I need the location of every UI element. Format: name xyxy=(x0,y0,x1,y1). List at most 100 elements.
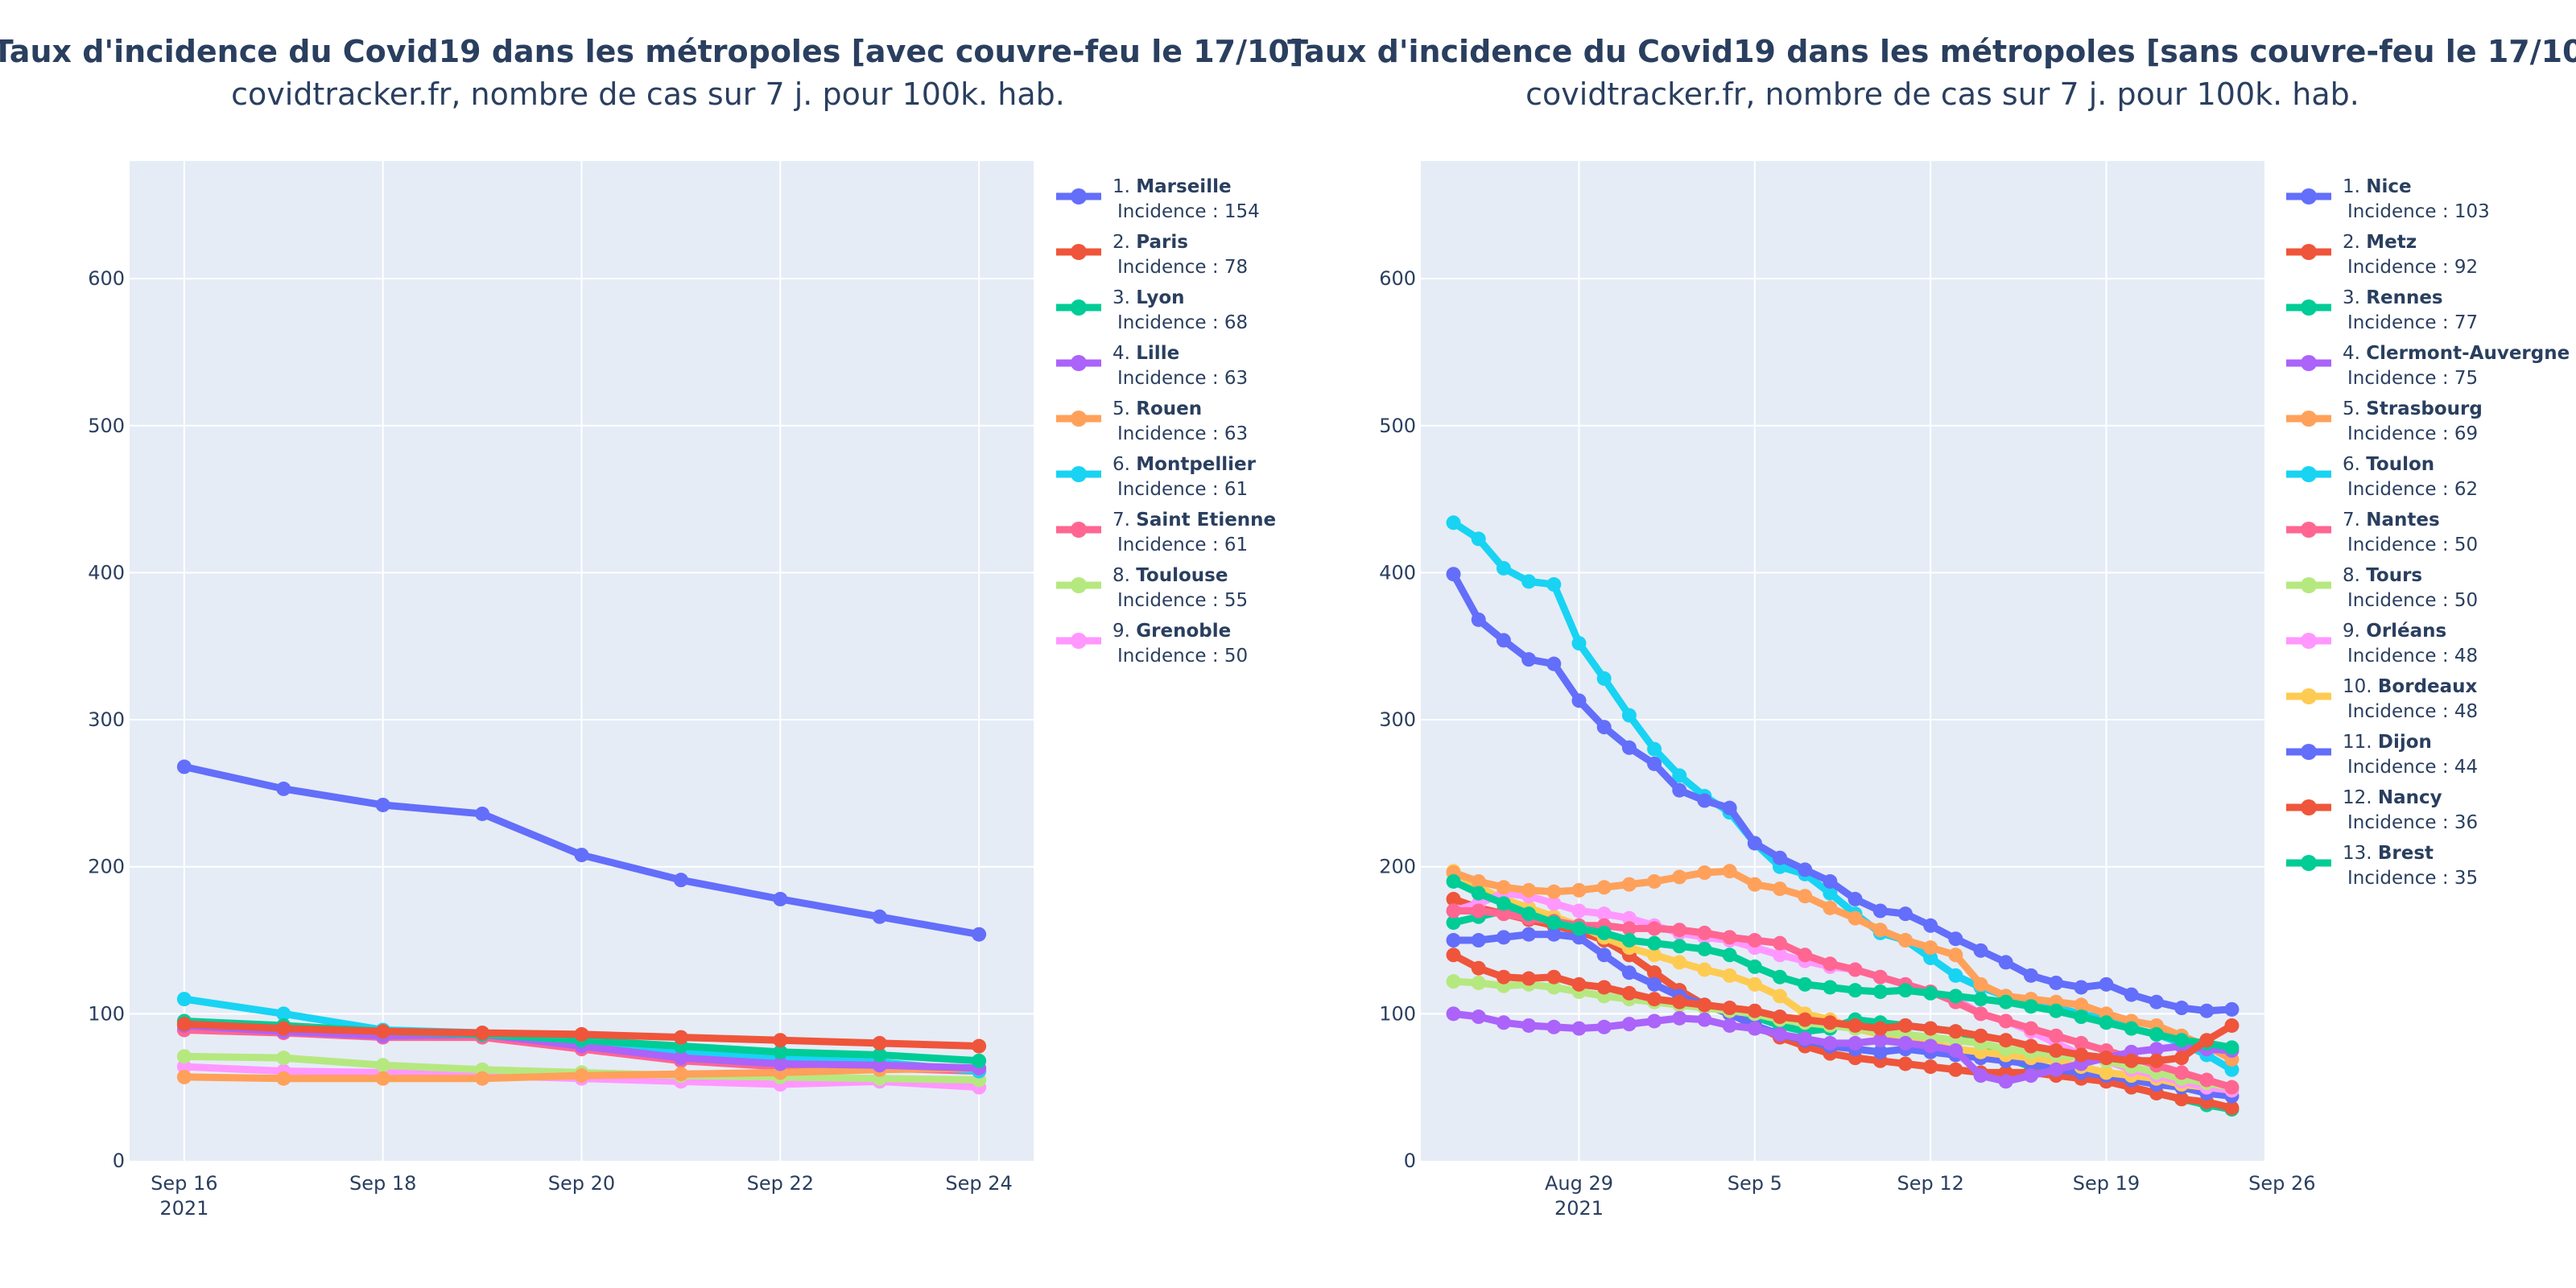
data-point[interactable] xyxy=(2074,1047,2089,1063)
data-point[interactable] xyxy=(1998,955,2013,970)
data-point[interactable] xyxy=(1496,1015,1511,1030)
data-point[interactable] xyxy=(1596,720,1612,735)
data-point[interactable] xyxy=(1596,880,1612,895)
data-point[interactable] xyxy=(475,806,490,821)
data-point[interactable] xyxy=(375,1058,390,1073)
legend-item[interactable]: 7. Nantes Incidence : 50 xyxy=(2286,510,2478,555)
data-point[interactable] xyxy=(1496,906,1511,922)
data-point[interactable] xyxy=(1471,975,1486,990)
data-point[interactable] xyxy=(1647,1013,1662,1029)
data-point[interactable] xyxy=(1621,877,1637,892)
data-point[interactable] xyxy=(176,1017,192,1032)
data-point[interactable] xyxy=(276,1071,291,1086)
data-point[interactable] xyxy=(1823,1035,1838,1051)
data-point[interactable] xyxy=(1521,927,1537,942)
data-point[interactable] xyxy=(1847,910,1863,926)
data-point[interactable] xyxy=(1697,925,1712,940)
data-point[interactable] xyxy=(1847,891,1863,906)
data-point[interactable] xyxy=(1546,969,1562,985)
data-point[interactable] xyxy=(1647,741,1662,757)
data-point[interactable] xyxy=(574,1068,589,1084)
data-point[interactable] xyxy=(2074,980,2089,995)
data-point[interactable] xyxy=(2124,1053,2139,1068)
data-point[interactable] xyxy=(1823,1015,1838,1030)
data-point[interactable] xyxy=(1722,1018,1737,1033)
data-point[interactable] xyxy=(1521,882,1537,898)
data-point[interactable] xyxy=(1697,793,1712,808)
legend-item[interactable]: 1. Nice Incidence : 103 xyxy=(2286,176,2490,222)
data-point[interactable] xyxy=(2023,1038,2038,1054)
data-point[interactable] xyxy=(773,891,788,906)
data-point[interactable] xyxy=(1647,965,1662,980)
data-point[interactable] xyxy=(1496,880,1511,895)
data-point[interactable] xyxy=(773,1056,788,1071)
data-point[interactable] xyxy=(1948,947,1963,963)
data-point[interactable] xyxy=(1647,921,1662,936)
data-point[interactable] xyxy=(1773,850,1788,865)
data-point[interactable] xyxy=(1798,976,1813,992)
data-point[interactable] xyxy=(1923,1059,1938,1075)
data-point[interactable] xyxy=(673,873,688,888)
data-point[interactable] xyxy=(1923,940,1938,956)
data-point[interactable] xyxy=(1546,980,1562,995)
data-point[interactable] xyxy=(1621,910,1637,926)
data-point[interactable] xyxy=(872,1047,887,1063)
data-point[interactable] xyxy=(1672,782,1687,798)
legend-item[interactable]: 5. Strasbourg Incidence : 69 xyxy=(2286,398,2483,444)
data-point[interactable] xyxy=(1471,960,1486,976)
data-point[interactable] xyxy=(1722,968,1737,983)
data-point[interactable] xyxy=(2199,1033,2215,1048)
data-point[interactable] xyxy=(2149,994,2164,1009)
data-point[interactable] xyxy=(1747,1003,1762,1018)
data-point[interactable] xyxy=(1923,985,1938,1001)
data-point[interactable] xyxy=(1773,947,1788,963)
data-point[interactable] xyxy=(1747,836,1762,851)
data-point[interactable] xyxy=(2224,1100,2240,1116)
data-point[interactable] xyxy=(1798,1031,1813,1046)
data-point[interactable] xyxy=(276,781,291,796)
data-point[interactable] xyxy=(773,1044,788,1059)
data-point[interactable] xyxy=(1897,1056,1913,1071)
data-point[interactable] xyxy=(1948,1062,1963,1077)
data-point[interactable] xyxy=(1596,925,1612,940)
data-point[interactable] xyxy=(2149,1026,2164,1042)
data-point[interactable] xyxy=(1823,956,1838,972)
data-point[interactable] xyxy=(1621,985,1637,1001)
data-point[interactable] xyxy=(1872,969,1888,985)
data-point[interactable] xyxy=(1672,1010,1687,1026)
data-point[interactable] xyxy=(2174,1065,2190,1080)
data-point[interactable] xyxy=(2049,1003,2064,1018)
data-point[interactable] xyxy=(1596,671,1612,686)
series-metz[interactable] xyxy=(1446,947,2240,1068)
data-point[interactable] xyxy=(2074,1035,2089,1051)
data-point[interactable] xyxy=(2174,1001,2190,1016)
data-point[interactable] xyxy=(2099,1015,2114,1030)
data-point[interactable] xyxy=(2224,1040,2240,1055)
data-point[interactable] xyxy=(2074,1009,2089,1025)
legend-item[interactable]: 8. Toulouse Incidence : 55 xyxy=(1056,565,1248,611)
data-point[interactable] xyxy=(1571,921,1587,936)
data-point[interactable] xyxy=(1546,927,1562,942)
data-point[interactable] xyxy=(1672,994,1687,1009)
data-point[interactable] xyxy=(1973,1068,1988,1084)
data-point[interactable] xyxy=(1446,873,1461,889)
data-point[interactable] xyxy=(1973,1006,1988,1022)
data-point[interactable] xyxy=(1521,906,1537,922)
data-point[interactable] xyxy=(1722,864,1737,879)
data-point[interactable] xyxy=(2074,997,2089,1013)
legend-item[interactable]: 13. Brest Incidence : 35 xyxy=(2286,843,2478,889)
data-point[interactable] xyxy=(276,1021,291,1036)
data-point[interactable] xyxy=(1621,921,1637,936)
data-point[interactable] xyxy=(1446,974,1461,989)
legend-item[interactable]: 2. Paris Incidence : 78 xyxy=(1056,232,1248,278)
data-point[interactable] xyxy=(176,992,192,1007)
data-point[interactable] xyxy=(1847,962,1863,977)
data-point[interactable] xyxy=(2199,1003,2215,1018)
data-point[interactable] xyxy=(1446,903,1461,919)
data-point[interactable] xyxy=(1697,1012,1712,1027)
data-point[interactable] xyxy=(673,1051,688,1066)
data-point[interactable] xyxy=(1446,567,1461,582)
data-point[interactable] xyxy=(1697,941,1712,956)
data-point[interactable] xyxy=(972,1053,987,1068)
data-point[interactable] xyxy=(1798,889,1813,904)
